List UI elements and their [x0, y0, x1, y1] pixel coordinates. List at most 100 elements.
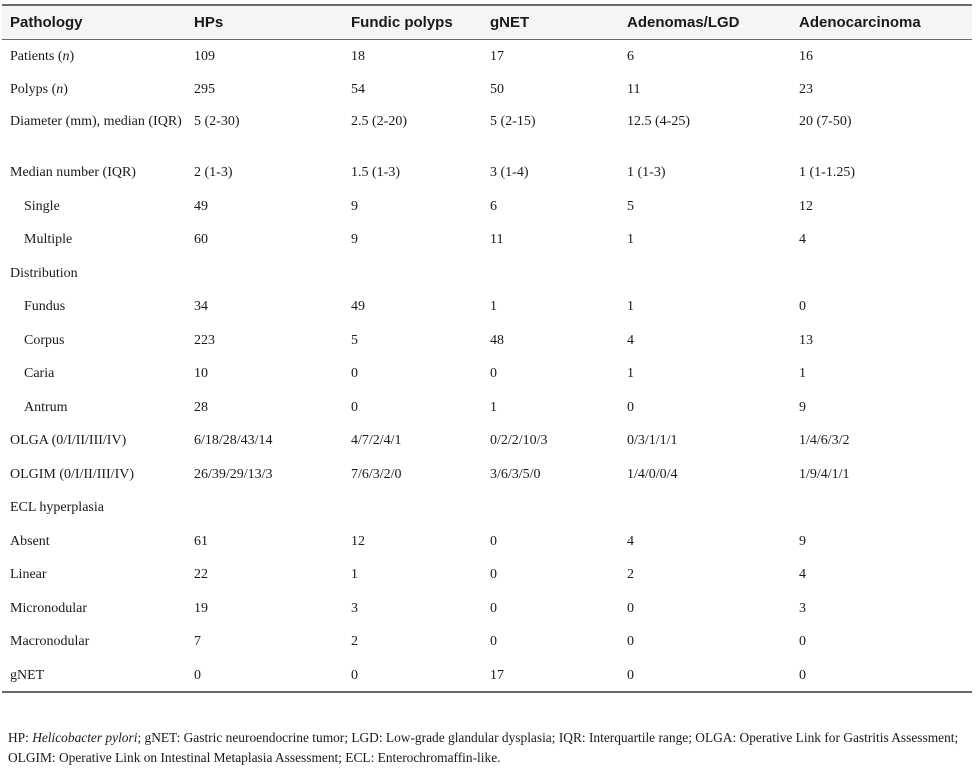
table-cell: 9: [799, 399, 806, 415]
row-label: Antrum: [2, 391, 186, 425]
table-row: Fundus 34 49 1 1 0: [2, 290, 972, 324]
header-cell: gNET: [482, 4, 619, 40]
table-cell: 17: [490, 48, 504, 64]
row-label-text: Micronodular: [10, 600, 87, 616]
table-row: Single 49 9 6 5 12: [2, 190, 972, 224]
row-label: Corpus: [2, 324, 186, 358]
table-cell: 23: [799, 81, 813, 97]
row-label: Polyps (n): [10, 81, 68, 97]
table-cell: 18: [351, 48, 365, 64]
table-row: ECL hyperplasia: [2, 491, 972, 525]
table-cell: 19: [194, 600, 208, 616]
table-row: Corpus 223 5 48 4 13: [2, 324, 972, 358]
table-cell: 109: [194, 48, 215, 64]
table-row: Patients (n) 109 18 17 6 16: [2, 39, 972, 73]
table-cell: 17: [482, 658, 619, 693]
table-cell: 2.5 (2-20): [351, 114, 407, 129]
footnote-text: ; gNET: Gastric neuroendocrine tumor; LG…: [8, 730, 959, 765]
table-cell: [482, 257, 619, 291]
row-label: ECL hyperplasia: [2, 491, 186, 525]
table-cell: 12: [799, 198, 813, 214]
row-label: Multiple: [2, 223, 186, 257]
table-cell: [482, 491, 619, 525]
table-cell: 16: [799, 48, 813, 64]
table-cell: 61: [194, 533, 208, 549]
table-cell: 2: [351, 634, 358, 649]
row-label-text: Single: [24, 198, 60, 214]
table-row: Micronodular 19 3 0 0 3: [2, 592, 972, 626]
pathology-table: Pathology HPs Fundic polyps gNET Adenoma…: [2, 4, 972, 693]
row-label: Absent: [2, 525, 186, 559]
table-cell: 0: [343, 658, 482, 693]
table-cell: 0: [627, 600, 634, 616]
table-cell: 0/2/2/10/3: [490, 433, 548, 448]
table-row: Absent 61 12 0 4 9: [2, 525, 972, 559]
table-cell: 7: [194, 634, 201, 649]
table-cell: 4: [799, 567, 806, 582]
row-label-text: Caria: [24, 366, 55, 381]
table-row: Polyps (n) 295 54 50 11 23: [2, 73, 972, 107]
row-label-text: Median number (IQR): [10, 165, 136, 180]
table-cell: [186, 257, 343, 291]
table-row: Macronodular 7 2 0 0 0: [2, 625, 972, 659]
table-cell: 49: [351, 299, 365, 314]
table-cell: 6: [490, 198, 497, 214]
table-cell: 34: [194, 299, 208, 314]
table-cell: 0: [799, 299, 806, 314]
table-cell: 0: [490, 366, 497, 381]
header-cell: Adenomas/LGD: [619, 4, 791, 40]
table-cell: 0: [186, 658, 343, 693]
row-label: Diameter (mm), median (IQR): [2, 106, 186, 156]
table-cell: 12: [351, 533, 365, 549]
table-cell: 0: [490, 567, 497, 582]
table-cell: 3/6/3/5/0: [490, 466, 541, 482]
table-cell: 1: [490, 299, 497, 314]
header-cell: Pathology: [2, 4, 186, 40]
table-cell: 295: [194, 81, 215, 97]
row-label-text: Fundus: [24, 299, 66, 314]
table-cell: 2 (1-3): [194, 165, 233, 180]
table-cell: 4: [799, 232, 806, 247]
table-cell: 1: [799, 366, 806, 381]
table-cell: [619, 257, 791, 291]
table-cell: [186, 491, 343, 525]
table-cell: 1.5 (1-3): [351, 165, 400, 180]
header-cell: HPs: [186, 4, 343, 40]
table-cell: 4: [627, 533, 634, 549]
table-cell: 49: [194, 198, 208, 214]
table-cell: 9: [351, 232, 358, 247]
row-label-text: Macronodular: [10, 634, 90, 649]
row-label: gNET: [2, 658, 186, 693]
row-label: Linear: [2, 558, 186, 592]
table-cell: 5 (2-15): [490, 114, 536, 129]
row-label-text: Absent: [10, 533, 50, 549]
table-cell: 3 (1-4): [490, 165, 529, 180]
table-cell: 13: [799, 332, 813, 348]
table-cell: [791, 491, 972, 525]
table-row: Distribution: [2, 257, 972, 291]
table-cell: 20 (7-50): [799, 114, 852, 129]
header-cell: Fundic polyps: [343, 4, 482, 40]
table-cell: 1: [351, 567, 358, 582]
row-label-text: Patients: [10, 48, 55, 64]
row-label: Fundus: [2, 290, 186, 324]
table-cell: 10: [194, 366, 208, 381]
row-label: Patients (n): [10, 48, 75, 64]
table-cell: [343, 491, 482, 525]
row-label: Distribution: [2, 257, 186, 291]
table-cell: 1: [490, 399, 497, 415]
table-cell: 60: [194, 232, 208, 247]
table-cell: 5 (2-30): [194, 114, 240, 129]
header-row: Pathology HPs Fundic polyps gNET Adenoma…: [2, 4, 972, 40]
row-label-text: Corpus: [24, 332, 65, 348]
row-label-italic: n: [62, 48, 70, 64]
table-cell: 0: [490, 634, 497, 649]
table-cell: 0: [351, 399, 358, 415]
row-label-text: Linear: [10, 567, 47, 582]
table-cell: 6: [627, 48, 634, 64]
table-row: gNET 0 0 17 0 0: [2, 658, 972, 693]
table-cell: 2: [627, 567, 634, 582]
table-row: Median number (IQR) 2 (1-3) 1.5 (1-3) 3 (1-…: [2, 156, 972, 190]
row-label-text: gNET: [10, 667, 45, 683]
